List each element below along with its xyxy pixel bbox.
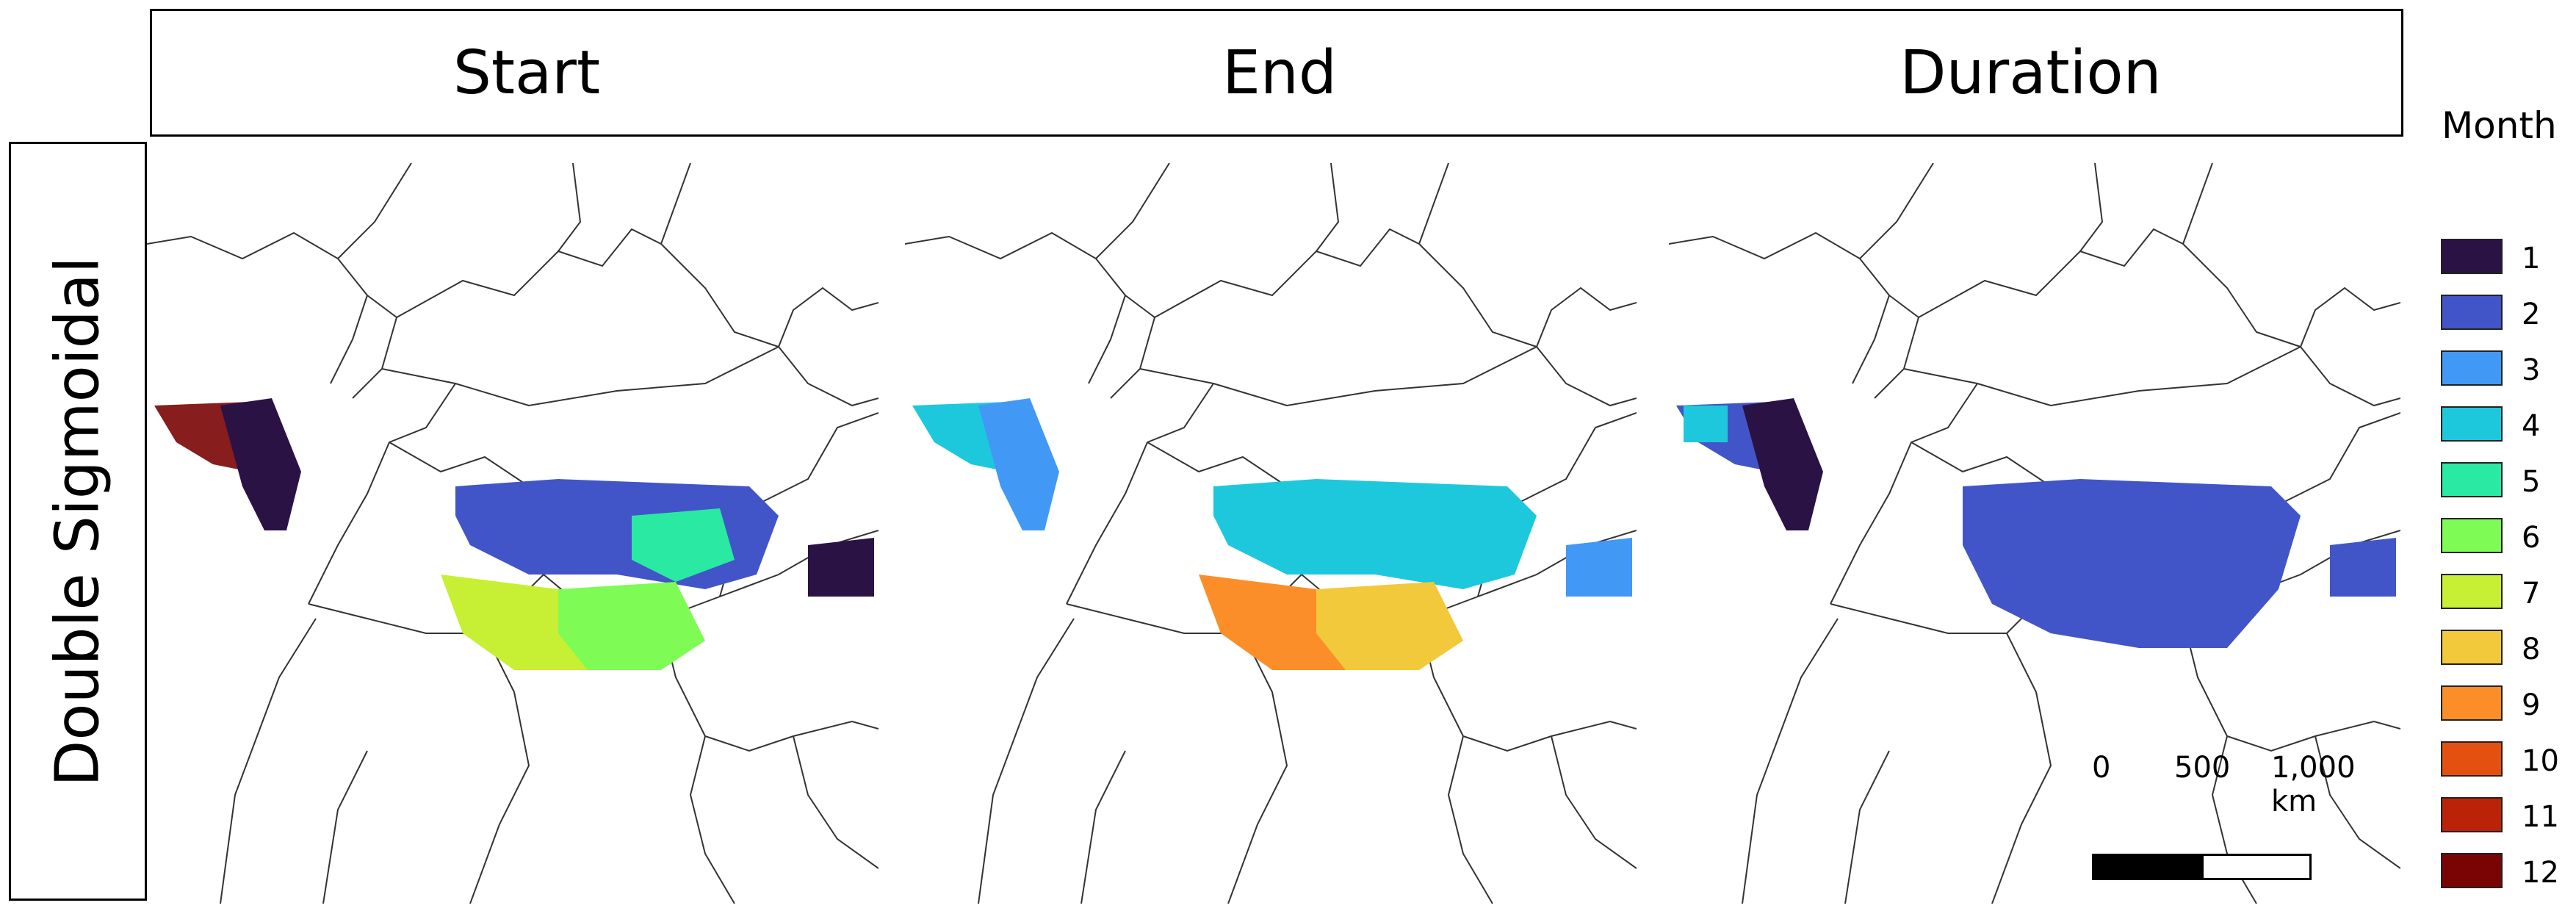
scale-label-0: 0 (2092, 751, 2111, 785)
legend-swatch (2441, 406, 2503, 442)
legend-swatch (2441, 574, 2503, 609)
map-end-svg (905, 163, 1637, 904)
phenology-regions (912, 398, 1632, 670)
column-title-duration: Duration (1899, 37, 2162, 108)
scale-bar: 0 500 1,000 km (2079, 751, 2402, 883)
legend-item: 7 (2441, 574, 2573, 612)
region-3 (1742, 398, 1823, 530)
region-4 (1316, 582, 1463, 670)
region-4 (558, 582, 705, 670)
legend-label: 6 (2522, 521, 2541, 555)
legend-label: 3 (2522, 353, 2541, 387)
legend-swatch (2441, 741, 2503, 777)
region-5 (1566, 538, 1632, 597)
legend-label: 2 (2522, 298, 2541, 331)
map-panel-duration (1669, 163, 2400, 904)
legend-swatch (2441, 518, 2503, 553)
legend-swatch (2441, 797, 2503, 832)
scale-label-1000: 1,000 km (2271, 751, 2356, 818)
legend-item: 8 (2441, 630, 2573, 668)
scale-segment-white (2201, 854, 2312, 880)
region-5 (632, 508, 735, 582)
legend-item: 2 (2441, 295, 2573, 333)
legend-label: 12 (2522, 856, 2559, 890)
scale-label-500: 500 (2174, 751, 2231, 785)
legend-label: 5 (2522, 465, 2541, 499)
legend-item: 12 (2441, 853, 2573, 891)
legend-label: 9 (2522, 688, 2541, 722)
column-title-start: Start (452, 37, 601, 108)
region-2 (220, 398, 301, 530)
legend-item: 6 (2441, 518, 2573, 556)
phenology-regions (154, 398, 874, 670)
legend-item: 11 (2441, 797, 2573, 835)
phenology-regions (1676, 398, 2396, 648)
region-1 (1684, 406, 1728, 442)
legend-item: 5 (2441, 462, 2573, 500)
legend-swatch (2441, 239, 2503, 274)
legend-swatch (2441, 853, 2503, 888)
legend-swatch (2441, 462, 2503, 497)
map-panel-end (905, 163, 1637, 904)
legend-label: 11 (2522, 800, 2559, 834)
legend-item: 3 (2441, 350, 2573, 389)
region-1 (455, 479, 779, 589)
legend-swatch (2441, 630, 2503, 665)
legend-swatch (2441, 350, 2503, 386)
legend-swatch (2441, 295, 2503, 330)
legend-label: 7 (2522, 577, 2541, 611)
legend-item: 10 (2441, 741, 2573, 779)
row-header: Double Sigmoidal (9, 142, 147, 901)
legend-item: 4 (2441, 406, 2573, 444)
scale-segment-black (2092, 854, 2204, 880)
legend-label: 10 (2522, 744, 2559, 778)
legend-label: 1 (2522, 242, 2541, 276)
map-panel-start (147, 163, 878, 904)
legend-swatch (2441, 685, 2503, 721)
region-1 (978, 398, 1059, 530)
region-2 (1213, 479, 1537, 589)
column-title-end: End (1222, 37, 1337, 108)
column-header: Start End Duration (150, 9, 2403, 137)
legend-title: Month (2442, 104, 2557, 147)
legend-label: 8 (2522, 633, 2541, 666)
region-6 (808, 538, 874, 597)
legend-label: 4 (2522, 409, 2541, 443)
region-4 (2330, 538, 2396, 597)
map-duration-svg (1669, 163, 2400, 904)
legend-item: 1 (2441, 239, 2573, 277)
region-2 (1963, 479, 2301, 648)
row-label: Double Sigmoidal (43, 256, 113, 787)
legend-item: 9 (2441, 685, 2573, 724)
map-start-svg (147, 163, 878, 904)
